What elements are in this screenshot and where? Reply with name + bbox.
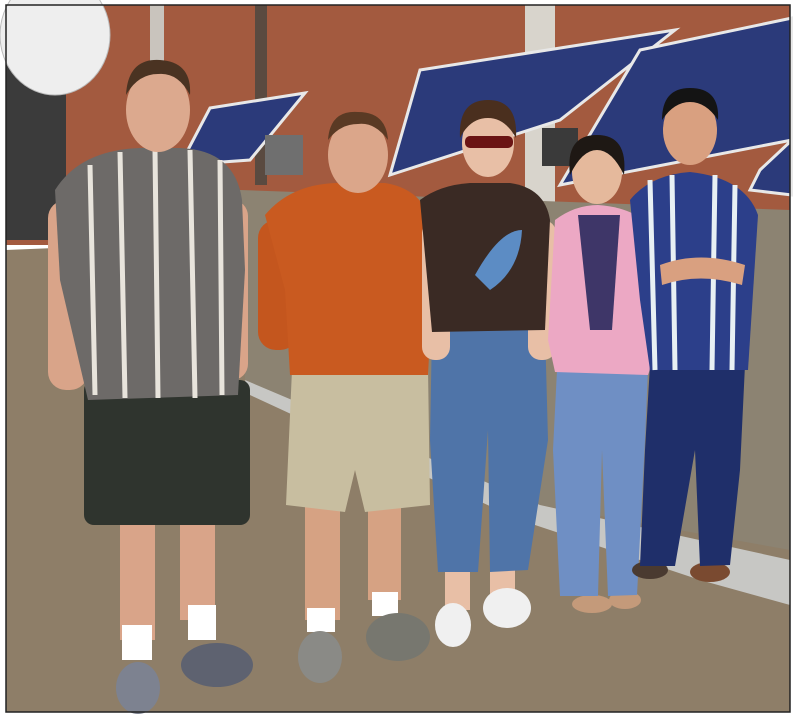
person <box>48 59 253 714</box>
head <box>126 68 190 152</box>
hair <box>126 59 191 95</box>
head <box>328 117 388 193</box>
shoe <box>116 662 160 714</box>
sandal <box>572 595 612 613</box>
crossed-arms <box>660 257 745 285</box>
sock <box>188 605 216 640</box>
shirt <box>265 183 435 375</box>
hair <box>569 135 625 175</box>
sock <box>307 608 335 632</box>
head <box>572 140 622 204</box>
shirt-print <box>475 230 522 290</box>
person <box>630 88 758 582</box>
shirt <box>420 183 550 332</box>
solar-panel <box>387 27 681 178</box>
shoe <box>483 588 531 628</box>
leg <box>305 500 340 620</box>
head <box>663 95 717 165</box>
shirt <box>55 148 245 400</box>
leg <box>180 520 215 620</box>
person <box>258 111 436 683</box>
shorts <box>84 380 250 525</box>
shoe <box>298 631 342 683</box>
shirt-stripes <box>87 149 225 399</box>
sock <box>122 625 152 660</box>
scarf <box>578 215 620 330</box>
jeans <box>430 328 548 572</box>
shoe <box>181 643 253 687</box>
hair <box>328 111 388 140</box>
sandal <box>690 562 730 582</box>
shoe <box>435 603 471 647</box>
photo-border <box>5 4 791 713</box>
leg <box>120 520 155 640</box>
pants <box>640 365 745 566</box>
sock <box>372 592 398 616</box>
sunglasses <box>465 136 513 148</box>
hair <box>662 88 719 120</box>
solar-panel <box>177 90 309 167</box>
hair <box>459 100 517 138</box>
person <box>548 135 660 613</box>
shoe <box>366 613 430 661</box>
satellite-dish <box>0 0 111 96</box>
person <box>420 100 556 647</box>
jeans <box>553 368 648 596</box>
ac-unit <box>265 135 303 175</box>
leg <box>368 500 401 600</box>
solar-panel <box>747 137 793 197</box>
shorts <box>286 368 430 512</box>
pipe <box>150 5 164 75</box>
